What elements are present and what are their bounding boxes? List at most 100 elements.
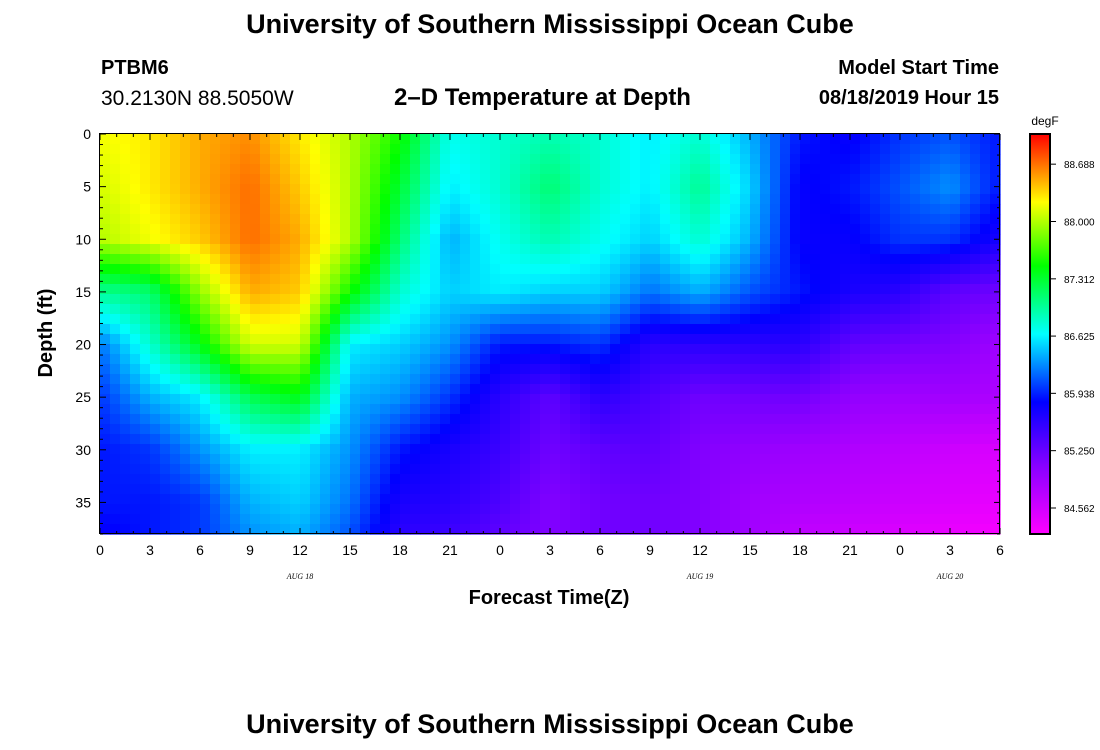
heatmap-cell bbox=[130, 414, 141, 425]
heatmap-cell bbox=[890, 314, 901, 325]
heatmap-cell bbox=[410, 274, 421, 285]
heatmap-cell bbox=[710, 364, 721, 375]
heatmap-cell bbox=[210, 344, 221, 355]
heatmap-cell bbox=[540, 134, 551, 145]
heatmap-cell bbox=[240, 514, 251, 525]
heatmap-cell bbox=[290, 514, 301, 525]
heatmap-cell bbox=[600, 484, 611, 495]
heatmap-cell bbox=[810, 414, 821, 425]
heatmap-cell bbox=[710, 234, 721, 245]
heatmap-cell bbox=[790, 394, 801, 405]
heatmap-cell bbox=[680, 414, 691, 425]
heatmap-cell bbox=[300, 324, 311, 335]
heatmap-cell bbox=[190, 184, 201, 195]
heatmap-cell bbox=[840, 404, 851, 415]
heatmap-cell bbox=[720, 254, 731, 265]
heatmap-cell bbox=[900, 294, 911, 305]
heatmap-cell bbox=[540, 344, 551, 355]
heatmap-cell bbox=[380, 224, 391, 235]
heatmap-cell bbox=[280, 154, 291, 165]
heatmap-cell bbox=[240, 464, 251, 475]
heatmap-cell bbox=[580, 184, 591, 195]
heatmap-cell bbox=[770, 284, 781, 295]
heatmap-cell bbox=[100, 194, 111, 205]
heatmap-cell bbox=[130, 184, 141, 195]
heatmap-cell bbox=[710, 514, 721, 525]
heatmap-cell bbox=[150, 484, 161, 495]
heatmap-cell bbox=[870, 164, 881, 175]
heatmap-cell bbox=[760, 244, 771, 255]
heatmap-cell bbox=[590, 394, 601, 405]
heatmap-cell bbox=[180, 254, 191, 265]
heatmap-cell bbox=[290, 454, 301, 465]
heatmap-cell bbox=[650, 374, 661, 385]
x-tick-label: 6 bbox=[996, 542, 1004, 558]
heatmap-cell bbox=[280, 354, 291, 365]
heatmap-cell bbox=[600, 134, 611, 145]
heatmap-cell bbox=[220, 164, 231, 175]
heatmap-cell bbox=[900, 284, 911, 295]
heatmap-cell bbox=[720, 384, 731, 395]
heatmap-cell bbox=[730, 384, 741, 395]
heatmap-cell bbox=[560, 204, 571, 215]
heatmap-cell bbox=[920, 504, 931, 515]
heatmap-cell bbox=[740, 524, 751, 535]
heatmap-cell bbox=[490, 504, 501, 515]
heatmap-cell bbox=[940, 414, 951, 425]
heatmap-cell bbox=[590, 184, 601, 195]
heatmap-cell bbox=[170, 164, 181, 175]
heatmap-cell bbox=[640, 494, 651, 505]
heatmap-cell bbox=[290, 134, 301, 145]
heatmap-cell bbox=[780, 174, 791, 185]
heatmap-cell bbox=[480, 354, 491, 365]
heatmap-cell bbox=[370, 344, 381, 355]
heatmap-cell bbox=[880, 344, 891, 355]
heatmap-cell bbox=[730, 254, 741, 265]
heatmap-cell bbox=[620, 334, 631, 345]
heatmap-cell bbox=[580, 174, 591, 185]
heatmap-cell bbox=[730, 364, 741, 375]
heatmap-cell bbox=[900, 494, 911, 505]
heatmap-cell bbox=[380, 244, 391, 255]
heatmap-cell bbox=[760, 484, 771, 495]
heatmap-cell bbox=[580, 424, 591, 435]
heatmap-cell bbox=[840, 204, 851, 215]
heatmap-cell bbox=[470, 204, 481, 215]
heatmap-cell bbox=[370, 424, 381, 435]
heatmap-cell bbox=[660, 384, 671, 395]
heatmap-cell bbox=[210, 504, 221, 515]
heatmap-cell bbox=[770, 274, 781, 285]
heatmap-cell bbox=[920, 374, 931, 385]
heatmap-cell bbox=[150, 474, 161, 485]
heatmap-cell bbox=[410, 174, 421, 185]
heatmap-cell bbox=[770, 224, 781, 235]
heatmap-cell bbox=[610, 434, 621, 445]
heatmap-cell bbox=[160, 254, 171, 265]
heatmap-cell bbox=[610, 224, 621, 235]
heatmap-cell bbox=[140, 414, 151, 425]
heatmap-cell bbox=[840, 264, 851, 275]
heatmap-cell bbox=[290, 344, 301, 355]
heatmap-cell bbox=[640, 414, 651, 425]
heatmap-cell bbox=[730, 244, 741, 255]
heatmap-cell bbox=[850, 354, 861, 365]
heatmap-cell bbox=[430, 164, 441, 175]
heatmap-cell bbox=[810, 144, 821, 155]
heatmap-cell bbox=[240, 324, 251, 335]
heatmap-cell bbox=[930, 314, 941, 325]
heatmap-cell bbox=[310, 394, 321, 405]
heatmap-cell bbox=[740, 314, 751, 325]
heatmap-cell bbox=[850, 204, 861, 215]
heatmap-cell bbox=[570, 434, 581, 445]
heatmap-cell bbox=[730, 164, 741, 175]
heatmap-cell bbox=[400, 294, 411, 305]
heatmap-cell bbox=[490, 244, 501, 255]
heatmap-cell bbox=[810, 174, 821, 185]
heatmap-cell bbox=[300, 424, 311, 435]
heatmap-cell bbox=[440, 274, 451, 285]
heatmap-cell bbox=[210, 314, 221, 325]
heatmap-cell bbox=[360, 204, 371, 215]
heatmap-cell bbox=[290, 214, 301, 225]
heatmap-cell bbox=[670, 424, 681, 435]
heatmap-cell bbox=[270, 294, 281, 305]
